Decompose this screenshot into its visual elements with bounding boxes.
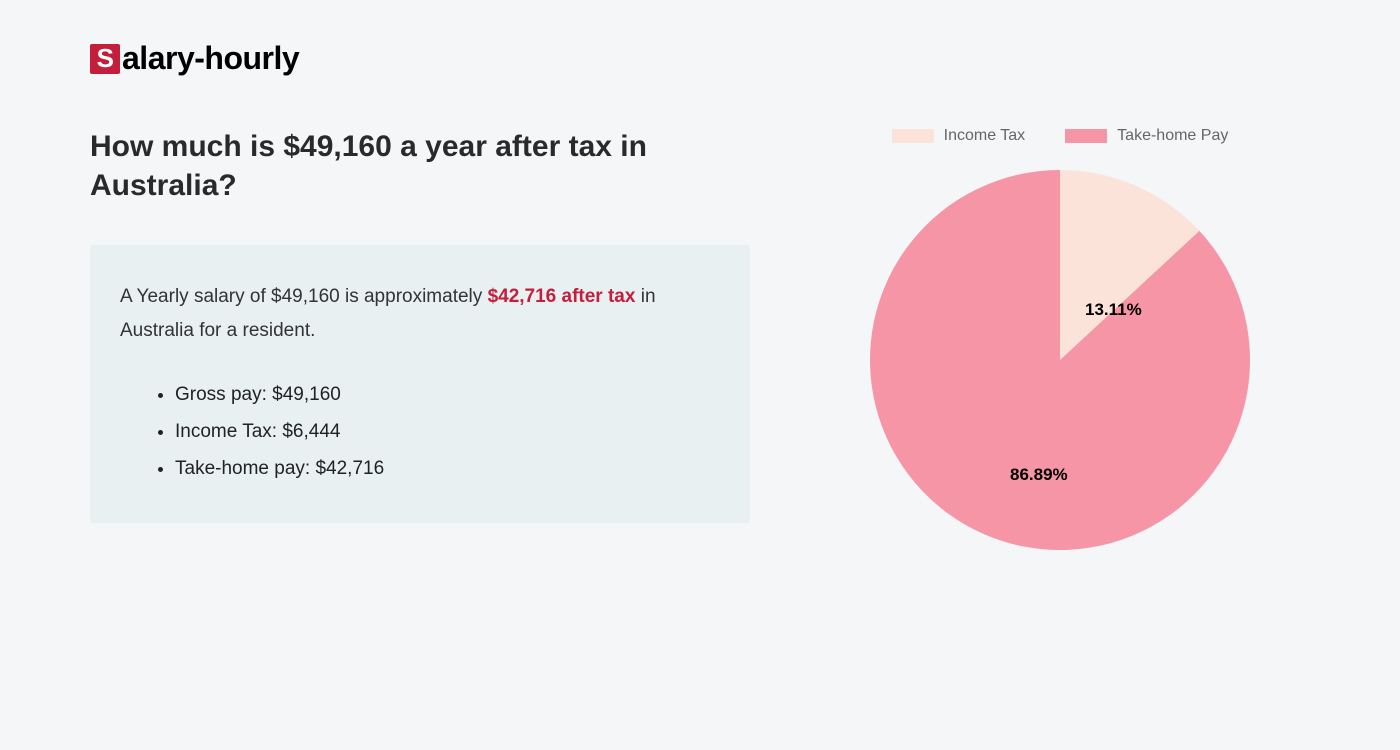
legend-label: Take-home Pay: [1117, 127, 1228, 145]
left-column: How much is $49,160 a year after tax in …: [90, 127, 750, 550]
legend-label: Income Tax: [944, 127, 1026, 145]
breakdown-list: Gross pay: $49,160 Income Tax: $6,444 Ta…: [120, 376, 720, 487]
info-box: A Yearly salary of $49,160 is approximat…: [90, 245, 750, 523]
summary-highlight: $42,716 after tax: [488, 286, 636, 307]
pie-svg: [870, 170, 1250, 550]
legend-swatch: [1065, 129, 1107, 143]
page-title: How much is $49,160 a year after tax in …: [90, 127, 750, 205]
logo-s-icon: S: [90, 44, 120, 74]
list-item: Income Tax: $6,444: [175, 413, 720, 450]
summary-text: A Yearly salary of $49,160 is approximat…: [120, 280, 720, 348]
pie-chart: 13.11% 86.89%: [870, 170, 1250, 550]
slice-label-take-home: 86.89%: [1010, 465, 1068, 485]
site-logo: Salary-hourly: [90, 40, 1310, 77]
right-column: Income Tax Take-home Pay 13.11% 86.89%: [810, 127, 1310, 550]
list-item: Gross pay: $49,160: [175, 376, 720, 413]
main-content: How much is $49,160 a year after tax in …: [90, 127, 1310, 550]
list-item: Take-home pay: $42,716: [175, 450, 720, 487]
legend-swatch: [892, 129, 934, 143]
legend-item-income-tax: Income Tax: [892, 127, 1026, 145]
summary-prefix: A Yearly salary of $49,160 is approximat…: [120, 286, 488, 307]
legend-item-take-home: Take-home Pay: [1065, 127, 1228, 145]
chart-legend: Income Tax Take-home Pay: [810, 127, 1310, 145]
logo-text: alary-hourly: [122, 40, 299, 77]
slice-label-income-tax: 13.11%: [1085, 300, 1142, 320]
